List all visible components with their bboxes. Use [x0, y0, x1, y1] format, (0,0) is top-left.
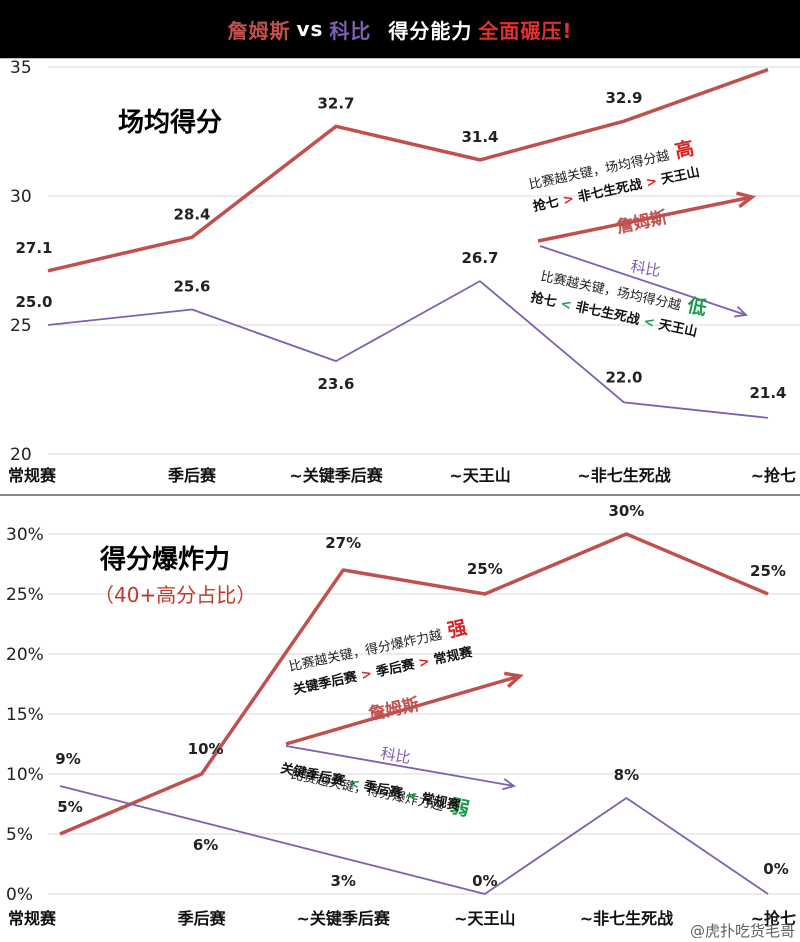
data-label: 9% [55, 750, 80, 768]
explosiveness-chart: 0%5%10%15%20%25%30%常规赛季后赛~关键季后赛~天王山~非七生死… [0, 496, 800, 938]
y-tick-label: 20% [6, 645, 44, 665]
annotation-down-word: 低 [679, 292, 709, 320]
chart-panel-ppg: 20 25 30 35 常规赛 季后赛 ~关键季后赛 ~天王山 ~非七生死战 ~抢七 27.1 28.… [0, 58, 800, 495]
banner-vs: vs [296, 17, 323, 41]
annotation-up-word: 高 [666, 136, 696, 164]
chart-panel-explosiveness: 0%5%10%15%20%25%30%常规赛季后赛~关键季后赛~天王山~非七生死… [0, 494, 800, 940]
y-tick-label: 35 [10, 59, 32, 78]
data-label: 23.6 [317, 375, 354, 393]
y-tick-label: 25% [6, 585, 44, 605]
y-tick-label: 20 [10, 445, 32, 465]
annotation-up-word: 强 [439, 617, 469, 644]
y-tick-label: 10% [6, 765, 44, 785]
data-label: 25% [467, 560, 503, 578]
ppg-chart: 20 25 30 35 常规赛 季后赛 ~关键季后赛 ~天王山 ~非七生死战 ~抢七 27.1 28.… [0, 59, 800, 495]
x-tick-label: ~关键季后赛 [296, 909, 390, 928]
annotation-seq-item: 天王山 [657, 316, 698, 340]
banner-ability: 得分能力 [388, 15, 472, 44]
data-label: 0% [472, 872, 497, 890]
x-tick-label: 季后赛 [177, 909, 227, 928]
y-tick-label: 15% [6, 705, 44, 725]
annotation-seq-item: 季后赛 [374, 656, 421, 681]
banner-crush: 全面碾压! [478, 15, 572, 44]
data-label: 0% [763, 860, 788, 878]
data-label: 5% [57, 798, 82, 816]
chart-title: 场均得分 [118, 108, 222, 138]
y-tick-label: 0% [6, 885, 33, 905]
data-label: 32.9 [605, 89, 642, 107]
data-label: 32.7 [317, 94, 354, 112]
annotation-seq-item: 天王山 [660, 164, 701, 188]
data-label: 27% [325, 534, 361, 552]
data-label: 22.0 [605, 368, 642, 386]
data-label: 10% [188, 740, 224, 758]
chart-title: 得分爆炸力 [99, 545, 230, 575]
data-label: 31.4 [461, 128, 498, 146]
data-label: 25% [750, 562, 786, 580]
data-label: 26.7 [461, 249, 498, 267]
data-label: 30% [608, 502, 644, 520]
x-tick-label: ~天王山 [454, 909, 515, 928]
data-label: 27.1 [15, 239, 52, 257]
annotation-seq-item: 抢七 [529, 289, 562, 311]
james-arrow-label: 詹姆斯 [615, 207, 669, 238]
data-label: 25.0 [15, 293, 52, 311]
x-tick-label: 常规赛 [8, 909, 57, 928]
data-label: 3% [330, 872, 355, 890]
data-label: 21.4 [749, 384, 786, 402]
watermark-text: @虎扑吃货毛哥 [690, 922, 795, 938]
annotation-down-sequence: 关键季后赛 < 季后赛 < 常规赛 [279, 760, 462, 814]
banner-kobe: 科比 [329, 15, 371, 44]
x-tick-label: ~非七生死战 [577, 466, 670, 485]
y-tick-label: 25 [10, 316, 32, 336]
y-tick-label: 5% [6, 825, 33, 845]
x-tick-label: ~天王山 [449, 466, 510, 485]
data-label: 28.4 [173, 205, 210, 223]
annotation-seq-item: 常规赛 [432, 644, 474, 668]
x-tick-label: ~关键季后赛 [289, 466, 383, 485]
data-label: 8% [614, 766, 639, 784]
banner-james: 詹姆斯 [227, 15, 290, 44]
james-arrow-label: 詹姆斯 [367, 694, 421, 725]
x-tick-label: 常规赛 [8, 466, 57, 485]
data-label: 25.6 [173, 278, 210, 296]
x-tick-label: 季后赛 [167, 466, 217, 485]
y-tick-label: 30% [6, 525, 44, 545]
title-banner: 詹姆斯 vs 科比 得分能力 全面碾压! [0, 0, 800, 58]
series-line-james [48, 70, 768, 271]
y-tick-label: 30 [10, 187, 32, 207]
chart-subtitle: （40+高分占比） [94, 583, 256, 607]
x-tick-label: ~非七生死战 [580, 909, 673, 928]
x-tick-label: ~抢七 [751, 466, 796, 485]
data-label: 6% [193, 836, 218, 854]
